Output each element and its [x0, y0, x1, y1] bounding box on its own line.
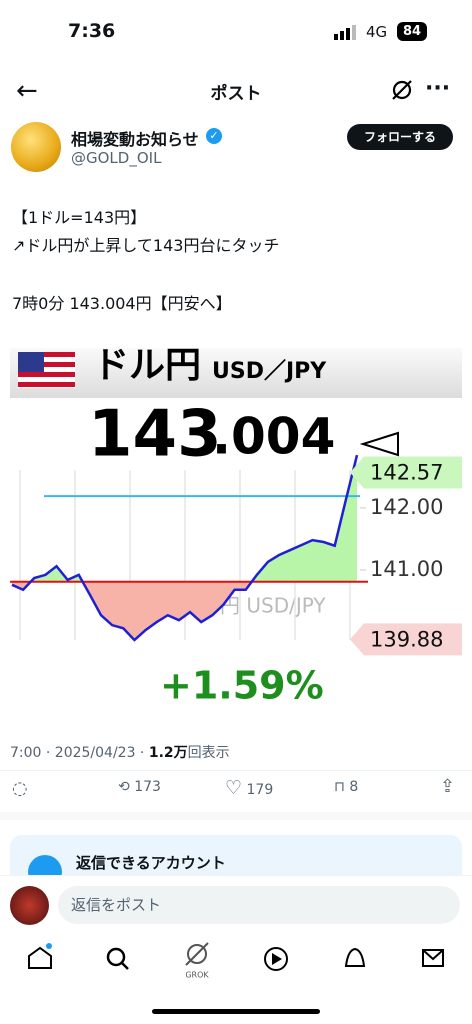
bookmark-button[interactable]: ⊓ 8 [334, 779, 359, 795]
author-name[interactable]: 相場変動お知らせ [71, 130, 199, 149]
price-line [11, 454, 359, 642]
post-time: 7:00 · 2025/04/23 · [10, 745, 149, 761]
verified-badge: ✓ [206, 128, 222, 144]
messages-tab[interactable] [422, 949, 444, 967]
separator [0, 812, 472, 820]
reply-button[interactable]: ◌ [12, 778, 28, 799]
follow-button[interactable]: フォローする [347, 124, 453, 150]
battery: 84 [397, 22, 427, 41]
avatar[interactable] [11, 122, 61, 172]
view-count: 1.2万 [148, 745, 188, 761]
notice-text: 返信できるアカウント [76, 854, 226, 872]
price-marker [350, 623, 462, 656]
reply-bar: 返信をポスト [0, 875, 472, 936]
more-button[interactable]: ··· [425, 76, 451, 101]
video-tab[interactable] [264, 947, 288, 971]
home-indicator [152, 1009, 320, 1014]
like-button[interactable]: ♡ 179 [225, 777, 274, 799]
y-tick-label: 142.00 [370, 495, 443, 519]
gain-area [30, 455, 357, 582]
grok-tab[interactable] [187, 944, 207, 964]
nav-title: ポスト [210, 84, 262, 104]
post-meta: 7:00 · 2025/04/23 · 1.2万回表示 [10, 742, 230, 762]
view-suffix: 回表示 [187, 745, 230, 761]
price-marker [350, 456, 462, 489]
repost-button[interactable]: ⟲ 173 [118, 779, 161, 795]
back-button[interactable]: ← [16, 76, 38, 106]
share-button[interactable]: ⇪ [440, 776, 456, 797]
network: 4G [366, 23, 388, 41]
chart: ドル円 USD／JPY 143 .004 ドル円 USD/JPY +1.59% … [10, 345, 462, 708]
price-marker-label: 142.57 [370, 461, 443, 485]
grok-icon[interactable] [390, 78, 414, 102]
status-time: 7:36 [68, 20, 116, 42]
pointer-icon [359, 431, 399, 457]
home-tab[interactable] [28, 946, 52, 969]
chart-title: ドル円 [93, 345, 201, 386]
divider [0, 770, 472, 771]
signal-icon [334, 25, 356, 40]
repost-count: 173 [134, 779, 161, 795]
y-tick-label: 141.00 [370, 557, 443, 581]
price-marker-label: 139.88 [370, 627, 443, 651]
loss-area [12, 581, 357, 641]
price-decimal: .004 [212, 408, 335, 466]
author-handle[interactable]: @GOLD_OIL [71, 149, 162, 167]
notifications-tab[interactable] [344, 947, 366, 967]
chart-header [10, 348, 462, 398]
grok-label: GROK [185, 971, 209, 980]
post-line: ↗ドル円が上昇して143円台にタッチ [12, 236, 280, 255]
post-line: 【1ドル=143円】 [12, 208, 147, 227]
change: +1.59% [160, 664, 324, 708]
search-tab[interactable] [106, 947, 126, 967]
flag [18, 352, 75, 388]
post-line: 7時0分 143.004円【円安へ】 [12, 294, 232, 313]
like-count: 179 [246, 782, 274, 798]
tab-bar: GROK [28, 942, 444, 980]
reply-input[interactable]: 返信をポスト [58, 886, 460, 924]
home-dot [46, 943, 52, 949]
bookmark-count: 8 [349, 779, 359, 795]
price-main: 143 [88, 398, 222, 472]
chart-subtitle: USD／JPY [212, 359, 327, 384]
my-avatar [10, 886, 49, 925]
